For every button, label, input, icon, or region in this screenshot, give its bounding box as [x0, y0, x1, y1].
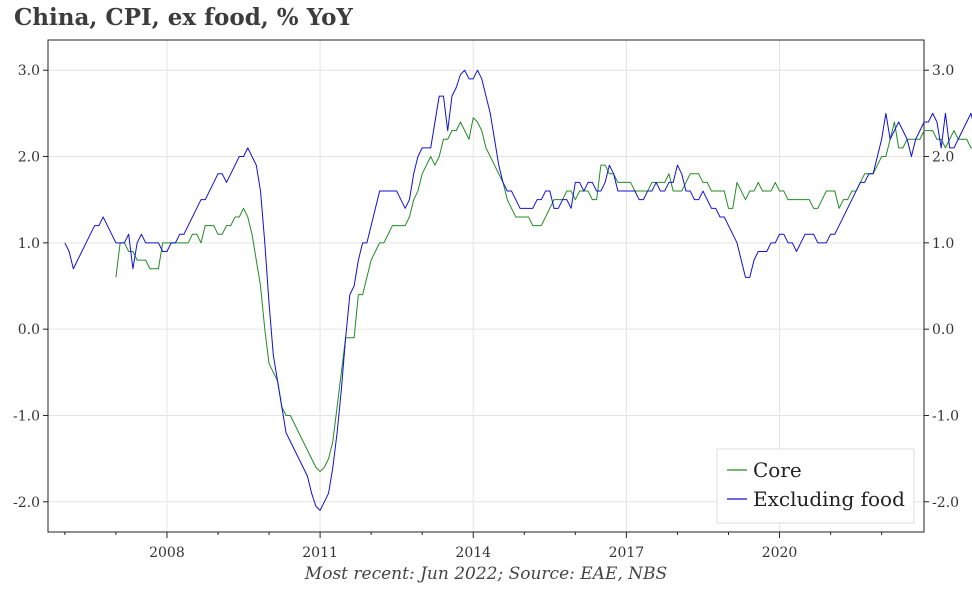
plot-frame — [47, 39, 925, 533]
y-tick-label-left: 0.0 — [18, 322, 40, 338]
y-tick-label-right: 2.0 — [932, 150, 954, 166]
x-tick-label: 2014 — [455, 545, 491, 561]
chart-caption: Most recent: Jun 2022; Source: EAE, NBS — [304, 564, 668, 584]
y-tick-label-right: 0.0 — [932, 322, 954, 338]
x-tick-label: 2008 — [149, 545, 185, 561]
legend-box — [716, 448, 915, 524]
y-tick-label-left: -1.0 — [13, 408, 40, 424]
legend-label: Excluding food — [753, 487, 905, 511]
x-tick-label: 2020 — [762, 545, 798, 561]
x-tick-label: 2017 — [609, 545, 645, 561]
legend-label: Core — [753, 458, 802, 482]
series-line-excluding-food — [64, 69, 972, 511]
y-tick-label-right: 1.0 — [932, 236, 954, 252]
y-tick-label-left: -2.0 — [13, 495, 40, 511]
y-tick-label-right: 3.0 — [932, 63, 954, 79]
series-line-core — [115, 117, 972, 473]
y-tick-label-left: 3.0 — [18, 63, 40, 79]
series — [64, 69, 972, 511]
x-tick-label: 2011 — [302, 545, 338, 561]
axes: 2008 2011 2014 2017 2020 -2.0 -2.0 -1.0 -1.0 0.0 0… — [13, 63, 959, 561]
y-tick-label-left: 1.0 — [18, 236, 40, 252]
y-tick-label-right: -1.0 — [932, 408, 959, 424]
legend: Core Excluding food — [716, 448, 915, 524]
y-tick-label-right: -2.0 — [932, 495, 959, 511]
chart-title: China, CPI, ex food, % YoY — [14, 4, 353, 31]
y-tick-label-left: 2.0 — [18, 150, 40, 166]
